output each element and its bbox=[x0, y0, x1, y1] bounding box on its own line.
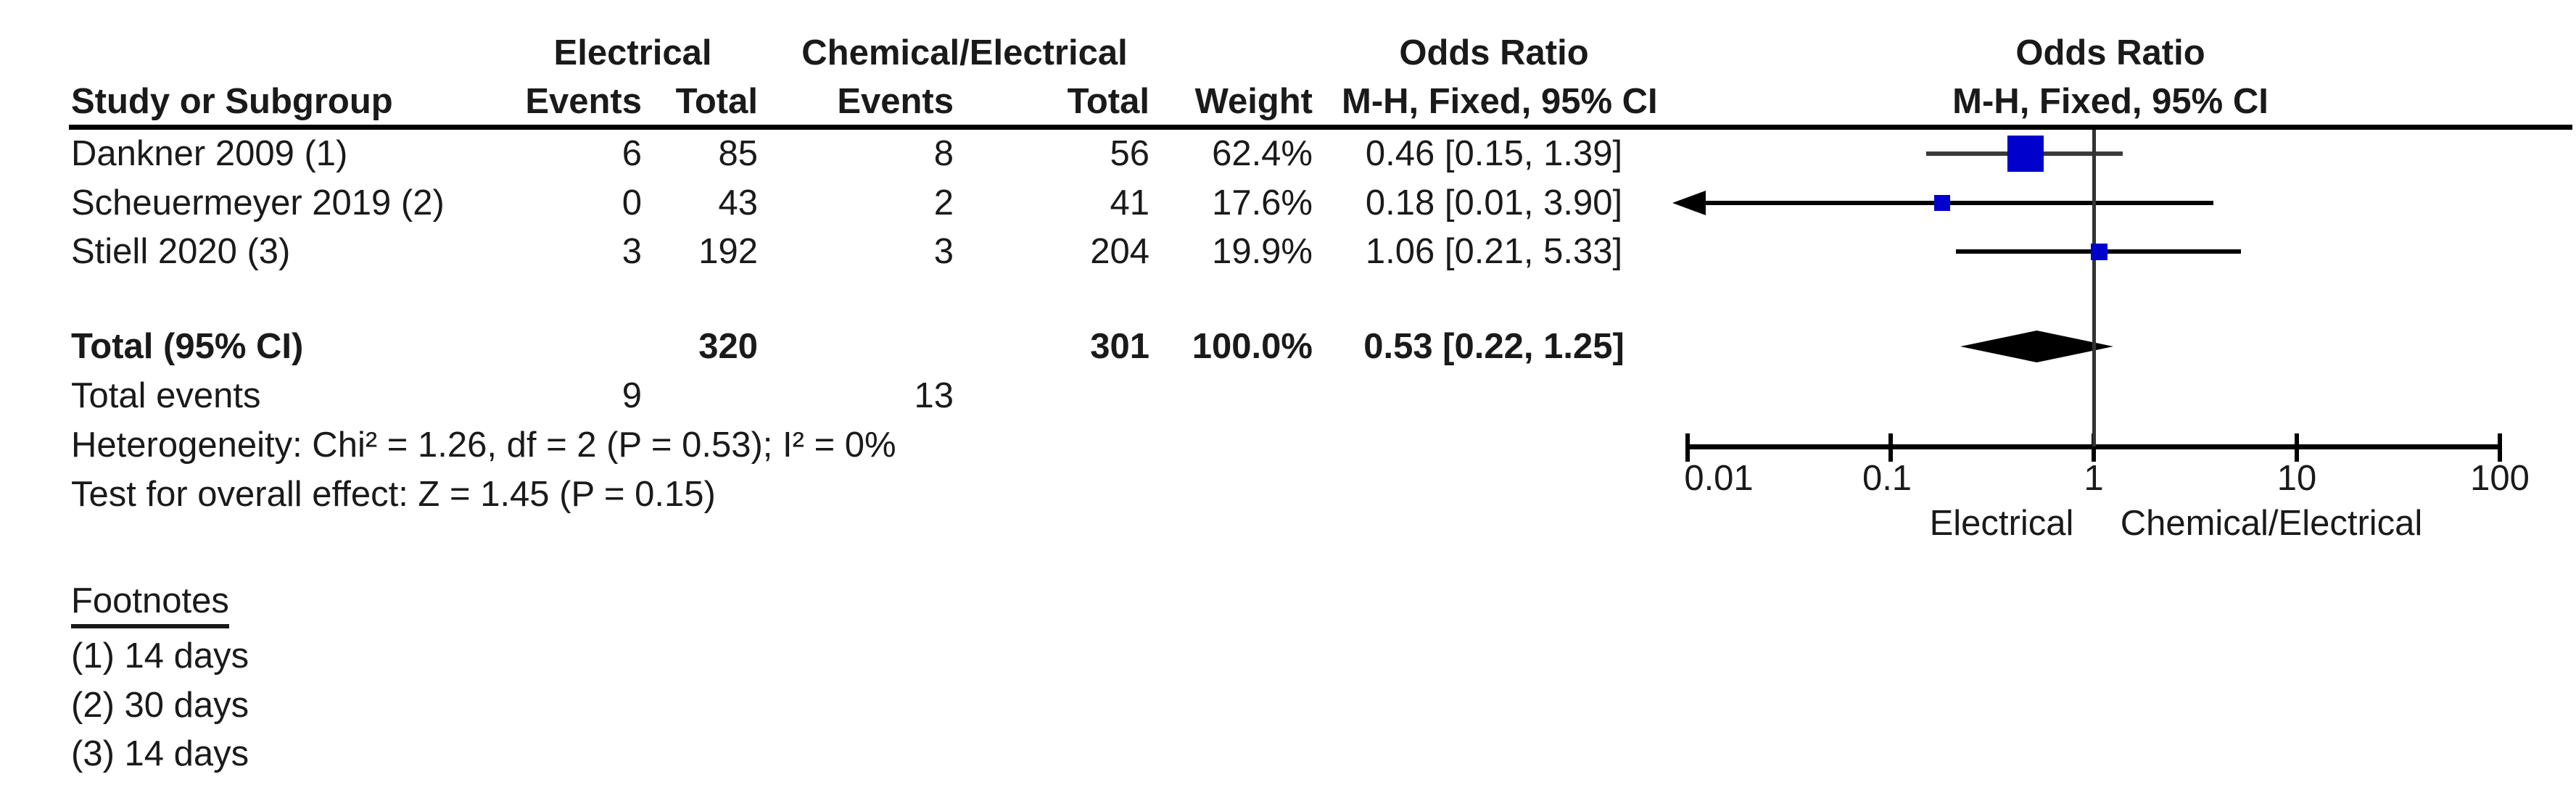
plot-odds-ratio-header: Odds Ratio bbox=[2015, 33, 2205, 72]
column-header-weight: Weight bbox=[1194, 82, 1313, 121]
total-chemical-value: 41 bbox=[1110, 183, 1149, 223]
total-or-ci: 0.53 [0.22, 1.25] bbox=[1363, 327, 1625, 366]
table-odds-ratio-header: Odds Ratio bbox=[1399, 33, 1589, 72]
axis-label-right: Chemical/Electrical bbox=[2120, 504, 2423, 543]
group-header-chemical-electrical: Chemical/Electrical bbox=[801, 33, 1128, 72]
axis-tick-label: 1 bbox=[2084, 459, 2104, 498]
events-electrical-value: 0 bbox=[622, 183, 642, 223]
column-header-study: Study or Subgroup bbox=[71, 82, 393, 121]
effect-size-square bbox=[2007, 136, 2044, 172]
axis-tick-label: 0.01 bbox=[1684, 459, 1754, 498]
weight-value: 19.9% bbox=[1212, 232, 1313, 271]
axis-tick-label: 10 bbox=[2276, 459, 2317, 498]
study-name: Stiell 2020 (3) bbox=[71, 232, 291, 271]
study-name: Dankner 2009 (1) bbox=[71, 134, 348, 173]
overall-effect-text: Test for overall effect: Z = 1.45 (P = 0… bbox=[71, 475, 716, 514]
or-ci-value: 0.18 [0.01, 3.90] bbox=[1365, 183, 1623, 223]
column-header-or-method: M-H, Fixed, 95% CI bbox=[1342, 82, 1658, 121]
total-events-chemical: 13 bbox=[914, 376, 954, 415]
axis-label-left: Electrical bbox=[1929, 504, 2074, 543]
total-weight: 100.0% bbox=[1192, 327, 1313, 366]
total-events-label: Total events bbox=[71, 376, 261, 415]
weight-value: 17.6% bbox=[1212, 183, 1313, 223]
events-electrical-value: 6 bbox=[622, 134, 642, 173]
total-electrical-value: 43 bbox=[718, 183, 758, 223]
effect-size-square bbox=[1934, 195, 1950, 211]
x-axis-tick bbox=[1685, 433, 1690, 462]
axis-tick-label: 0.1 bbox=[1862, 459, 1912, 498]
total-chemical-sum: 301 bbox=[1090, 327, 1149, 366]
total-events-electrical: 9 bbox=[622, 376, 642, 415]
events-electrical-value: 3 bbox=[622, 232, 642, 271]
total-chemical-value: 56 bbox=[1110, 134, 1149, 173]
total-electrical-value: 192 bbox=[698, 232, 758, 271]
heterogeneity-text: Heterogeneity: Chi² = 1.26, df = 2 (P = … bbox=[71, 425, 896, 465]
events-chemical-value: 3 bbox=[933, 232, 954, 271]
effect-size-square bbox=[2091, 244, 2108, 260]
study-name: Scheuermeyer 2019 (2) bbox=[71, 183, 445, 223]
group-header-electrical: Electrical bbox=[553, 33, 712, 72]
or-ci-value: 0.46 [0.15, 1.39] bbox=[1365, 134, 1623, 173]
footnote-item: (3) 14 days bbox=[71, 734, 249, 773]
x-axis-tick bbox=[1888, 433, 1893, 462]
events-chemical-value: 8 bbox=[933, 134, 954, 173]
weight-value: 62.4% bbox=[1212, 134, 1313, 173]
column-header-total-electrical: Total bbox=[675, 82, 758, 121]
ci-clamped-arrow bbox=[1672, 191, 1706, 215]
footnote-item: (1) 14 days bbox=[71, 636, 249, 676]
x-axis-tick bbox=[2498, 433, 2502, 462]
total-electrical-sum: 320 bbox=[698, 327, 758, 366]
pooled-effect-diamond bbox=[1960, 331, 2113, 362]
events-chemical-value: 2 bbox=[933, 183, 954, 223]
total-electrical-value: 85 bbox=[718, 134, 758, 173]
footnotes-title: Footnotes bbox=[71, 581, 229, 628]
or-ci-value: 1.06 [0.21, 5.33] bbox=[1365, 232, 1623, 271]
column-header-events-electrical: Events bbox=[525, 82, 642, 121]
x-axis-tick bbox=[2295, 433, 2299, 462]
axis-tick-label: 100 bbox=[2470, 459, 2530, 498]
header-divider-rule bbox=[69, 125, 2572, 130]
column-header-events-chemical: Events bbox=[837, 82, 954, 121]
plot-header-or-method: M-H, Fixed, 95% CI bbox=[1952, 82, 2269, 121]
footnote-item: (2) 30 days bbox=[71, 686, 249, 725]
total-row-label: Total (95% CI) bbox=[71, 327, 304, 366]
column-header-total-chemical: Total bbox=[1067, 82, 1149, 121]
confidence-interval-line bbox=[1703, 201, 2213, 205]
x-axis-tick bbox=[2092, 433, 2096, 462]
total-chemical-value: 204 bbox=[1090, 232, 1149, 271]
no-effect-line bbox=[2092, 130, 2096, 446]
